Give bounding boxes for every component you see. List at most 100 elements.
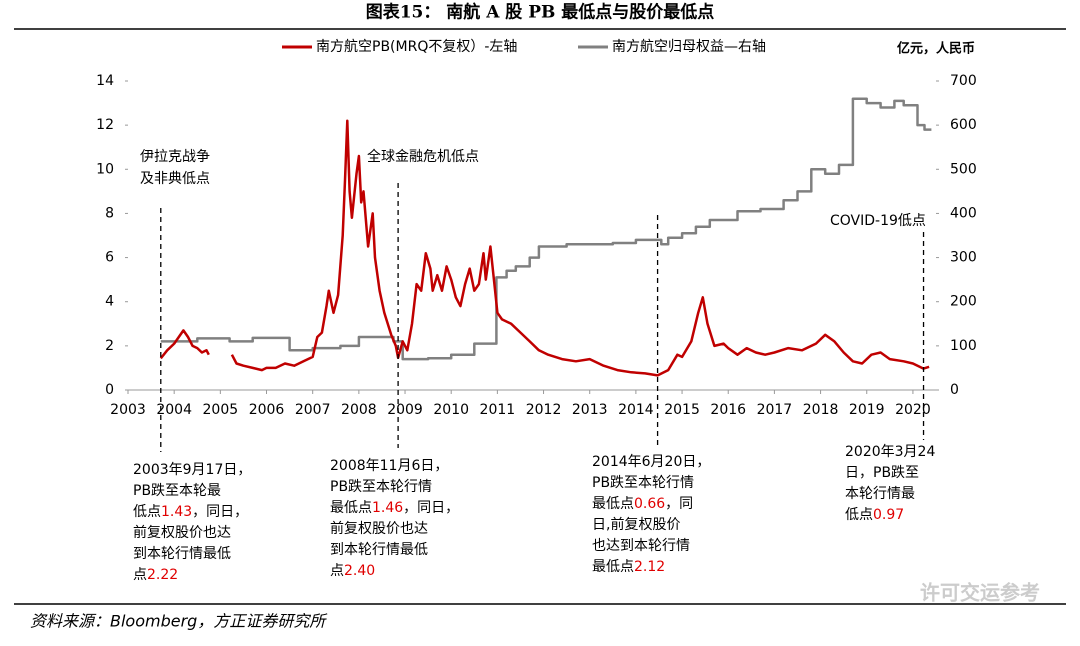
note-segment: 1.43 bbox=[161, 504, 192, 520]
note-segment: 也达到本轮行情 bbox=[592, 538, 690, 554]
note-segment: PB跌至本轮最 bbox=[133, 483, 221, 499]
annotation-note: 2020年3月24 bbox=[845, 444, 935, 460]
annotation-note: PB跌至本轮最 bbox=[133, 483, 221, 499]
y-tick-label: 8 bbox=[105, 205, 114, 221]
x-tick-label: 2013 bbox=[572, 402, 608, 418]
note-segment: 前复权股价也达 bbox=[133, 524, 231, 541]
x-tick-label: 2015 bbox=[664, 402, 700, 418]
y-tick-label: 4 bbox=[105, 294, 114, 310]
note-segment: 最低点 bbox=[592, 496, 634, 512]
y2-tick-label: 0 bbox=[950, 382, 959, 398]
note-segment: 低点 bbox=[133, 504, 161, 520]
source: 资料来源：Bloomberg，方正证券研究所 bbox=[30, 612, 328, 631]
note-segment: 2020年3月24 bbox=[845, 444, 935, 460]
x-tick-label: 2010 bbox=[433, 402, 469, 418]
note-segment: 0.66 bbox=[634, 496, 665, 512]
note-segment: 2.22 bbox=[147, 567, 178, 583]
annotation-note: 最低点2.12 bbox=[592, 559, 665, 575]
annotation-label: 全球金融危机低点 bbox=[367, 148, 479, 165]
x-tick-label: 2005 bbox=[203, 402, 239, 418]
annotation-note: 低点1.43，同日， bbox=[133, 504, 248, 520]
annotation-note: 最低点1.46，同日， bbox=[330, 500, 459, 516]
annotation-label: COVID-19低点 bbox=[830, 213, 926, 229]
legend-label: 南方航空PB(MRQ不复权）-左轴 bbox=[316, 38, 517, 55]
annotation-note: 2014年6月20日， bbox=[592, 454, 710, 470]
note-segment: ，同 bbox=[665, 496, 693, 512]
note-segment: PB跌至本轮行情 bbox=[330, 479, 432, 495]
annotation-note: 日，PB跌至 bbox=[845, 465, 919, 481]
y2-tick-label: 500 bbox=[950, 161, 977, 177]
annotation-note: PB跌至本轮行情 bbox=[592, 475, 694, 491]
note-segment: 最低点 bbox=[592, 559, 634, 575]
y2-tick-label: 600 bbox=[950, 117, 977, 133]
legend-label: 南方航空归母权益—右轴 bbox=[612, 38, 766, 55]
note-segment: 日,前复权股价 bbox=[592, 516, 680, 533]
note-segment: 到本轮行情最低 bbox=[133, 546, 231, 562]
annotation-note: 到本轮行情最低 bbox=[133, 546, 231, 562]
note-segment: PB跌至本轮行情 bbox=[592, 475, 694, 491]
annotation-label: 伊拉克战争 bbox=[140, 149, 210, 165]
x-tick-label: 2014 bbox=[618, 402, 654, 418]
annotation-note: 低点0.97 bbox=[845, 507, 904, 523]
note-segment: 2008年11月6日， bbox=[330, 458, 448, 474]
x-tick-label: 2004 bbox=[156, 402, 192, 418]
y-tick-label: 6 bbox=[105, 250, 114, 266]
x-tick-label: 2020 bbox=[895, 402, 931, 418]
annotation-note: 前复权股价也达 bbox=[330, 520, 428, 537]
annotation-label: 及非典低点 bbox=[140, 171, 210, 187]
note-segment: ，同日， bbox=[403, 500, 459, 516]
series-line bbox=[160, 97, 932, 361]
annotation-note: 前复权股价也达 bbox=[133, 524, 231, 541]
note-segment: 2.12 bbox=[634, 559, 665, 575]
annotation-note: 点2.22 bbox=[133, 567, 178, 583]
x-tick-label: 2016 bbox=[710, 402, 746, 418]
note-segment: 1.46 bbox=[372, 500, 403, 516]
x-tick-label: 2006 bbox=[249, 402, 285, 418]
note-segment: 2003年9月17日， bbox=[133, 462, 251, 478]
annotation-note: 也达到本轮行情 bbox=[592, 538, 690, 554]
note-segment: 点 bbox=[330, 563, 344, 579]
x-tick-label: 2007 bbox=[295, 402, 331, 418]
y2-tick-label: 400 bbox=[950, 205, 977, 221]
annotation-note: PB跌至本轮行情 bbox=[330, 479, 432, 495]
series-line bbox=[159, 119, 930, 377]
x-tick-label: 2012 bbox=[526, 402, 562, 418]
note-segment: 到本轮行情最低 bbox=[330, 542, 428, 558]
note-segment: 日，PB跌至 bbox=[845, 465, 919, 481]
x-tick-label: 2019 bbox=[849, 402, 885, 418]
y-tick-label: 10 bbox=[96, 161, 114, 177]
watermark: 许可交运参考 bbox=[920, 581, 1040, 605]
note-segment: 前复权股价也达 bbox=[330, 520, 428, 537]
y2-tick-label: 100 bbox=[950, 338, 977, 354]
y-tick-label: 0 bbox=[105, 382, 114, 398]
x-tick-label: 2018 bbox=[803, 402, 839, 418]
note-segment: ，同日， bbox=[192, 504, 248, 520]
note-segment: 最低点 bbox=[330, 500, 372, 516]
y2-unit: 亿元，人民币 bbox=[897, 41, 975, 57]
y2-tick-label: 300 bbox=[950, 250, 977, 266]
note-segment: 0.97 bbox=[873, 507, 904, 523]
y-tick-label: 12 bbox=[96, 117, 114, 133]
annotation-note: 本轮行情最 bbox=[845, 486, 915, 502]
y2-tick-label: 700 bbox=[950, 73, 977, 89]
annotation-note: 最低点0.66，同 bbox=[592, 496, 693, 512]
note-segment: 点 bbox=[133, 567, 147, 583]
annotation-note: 日,前复权股价 bbox=[592, 516, 680, 533]
y-tick-label: 2 bbox=[105, 338, 114, 354]
annotation-note: 2003年9月17日， bbox=[133, 462, 251, 478]
note-segment: 2014年6月20日， bbox=[592, 454, 710, 470]
annotation-note: 点2.40 bbox=[330, 563, 375, 579]
y2-tick-label: 200 bbox=[950, 294, 977, 310]
x-tick-label: 2009 bbox=[387, 402, 423, 418]
y-tick-label: 14 bbox=[96, 73, 114, 89]
annotation-note: 2008年11月6日， bbox=[330, 458, 448, 474]
x-tick-label: 2017 bbox=[757, 402, 793, 418]
x-tick-label: 2008 bbox=[341, 402, 377, 418]
x-tick-label: 2011 bbox=[480, 402, 516, 418]
note-segment: 2.40 bbox=[344, 563, 375, 579]
note-segment: 本轮行情最 bbox=[845, 486, 915, 502]
annotation-note: 到本轮行情最低 bbox=[330, 542, 428, 558]
x-tick-label: 2003 bbox=[110, 402, 146, 418]
chart-title: 图表15： 南航 A 股 PB 最低点与股价最低点 bbox=[366, 2, 715, 23]
